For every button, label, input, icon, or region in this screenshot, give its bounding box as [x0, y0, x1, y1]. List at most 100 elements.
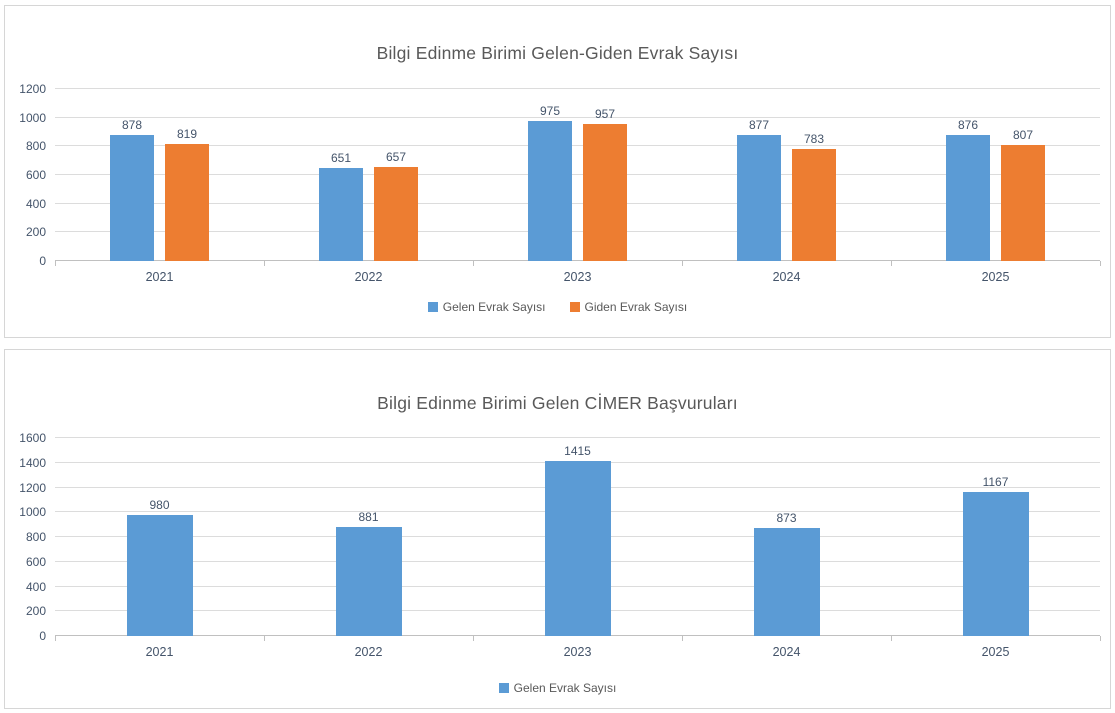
gridline-800: [55, 145, 1100, 147]
bar-chart-evrak: 0 200 400 600 800 1000 1200 878 819 651 657 975 957…: [5, 83, 1110, 314]
bar-2025: 807: [1001, 128, 1045, 261]
x-axis-tick: [264, 261, 265, 266]
bar-value-label: 957: [594, 106, 616, 121]
bar-group-2024: 873: [682, 438, 891, 636]
bar-group-2021: 878 819: [55, 89, 264, 261]
bar-value-label: 651: [330, 150, 352, 165]
gridline-1000: [55, 116, 1100, 118]
legend-item: Giden Evrak Sayısı: [569, 300, 688, 314]
bar-value-label: 876: [957, 118, 979, 133]
chart-card-evrak-sayisi: Bilgi Edinme Birimi Gelen-Giden Evrak Sa…: [4, 5, 1111, 338]
x-axis-tick: [55, 636, 56, 641]
bar-2024: 783: [792, 132, 836, 261]
x-axis-labels: 2021 2022 2023 2024 2025: [55, 645, 1100, 659]
x-category-label: 2021: [145, 645, 174, 659]
bar-group-2025: 1167: [891, 438, 1100, 636]
bar-2021: 878: [110, 118, 154, 261]
gridline-400: [55, 202, 1100, 204]
bar-groups: 980 881 1415 873 1167: [55, 438, 1100, 636]
y-tick-label: 200: [25, 225, 46, 240]
x-axis-labels: 2021 2022 2023 2024 2025: [55, 270, 1100, 284]
x-axis-tick: [682, 636, 683, 641]
bar-2021: 819: [165, 127, 209, 261]
chart-body: 0 200 400 600 800 1000 1200 878 819 651 657 975 957…: [5, 83, 1110, 284]
bar-group-2025: 876 807: [891, 89, 1100, 261]
x-axis-tick: [682, 261, 683, 266]
y-tick-label: 800: [25, 139, 46, 154]
x-axis-tick: [1100, 636, 1101, 641]
y-tick-label: 1600: [19, 431, 46, 445]
x-category-label: 2021: [145, 270, 174, 284]
x-axis-tick: [1100, 261, 1101, 266]
bar-2022: 657: [374, 150, 418, 261]
bar-group-2022: 881: [264, 438, 473, 636]
x-category-label: 2024: [772, 270, 801, 284]
bar-2022: 651: [319, 151, 363, 261]
plot-wrap: 980 881 1415 873 1167 2021 2022 2023 2024 2025: [55, 437, 1101, 659]
legend: Gelen Evrak Sayısı: [5, 681, 1110, 695]
bar-value-label: 819: [176, 126, 198, 141]
legend-label: Giden Evrak Sayısı: [584, 300, 688, 314]
y-tick-label: 600: [25, 554, 46, 569]
chart-title-evrak: Bilgi Edinme Birimi Gelen-Giden Evrak Sa…: [376, 43, 739, 63]
bar-value-label: 873: [776, 510, 797, 525]
bar-group-2023: 975 957: [473, 89, 682, 261]
y-axis: 0 200 400 600 800 1000 1200 1400 1600: [5, 432, 55, 642]
x-category-label: 2024: [772, 645, 801, 659]
chart-title-cimer: Bilgi Edinme Birimi Gelen CİMER Başvurul…: [377, 393, 738, 413]
y-tick-label: 1200: [19, 82, 46, 96]
bar-2023: 1415: [544, 444, 611, 636]
x-category-label: 2023: [563, 270, 592, 284]
x-axis-tick: [891, 636, 892, 641]
bar-2025: 1167: [962, 475, 1029, 636]
chart-body: 0 200 400 600 800 1000 1200 1400 1600 980 881 1415…: [5, 432, 1110, 659]
y-tick-label: 200: [25, 604, 46, 619]
plot-area: 878 819 651 657 975 957 877 783 876 807: [55, 88, 1101, 266]
bar-2024: 873: [753, 511, 820, 636]
bar-value-label: 980: [149, 497, 170, 512]
legend-swatch-icon: [498, 683, 509, 693]
bar-group-2021: 980: [55, 438, 264, 636]
y-tick-label: 0: [39, 254, 46, 268]
x-category-label: 2022: [354, 645, 383, 659]
bar-2023: 975: [528, 104, 572, 261]
y-tick-label: 400: [25, 196, 46, 211]
plot-wrap: 878 819 651 657 975 957 877 783 876 807 2021 2022 2…: [55, 88, 1101, 284]
x-category-label: 2025: [981, 645, 1010, 659]
y-tick-label: 0: [39, 629, 46, 643]
y-tick-label: 600: [25, 168, 46, 182]
y-tick-label: 1400: [19, 455, 46, 470]
gridline-600: [55, 174, 1100, 175]
y-axis: 0 200 400 600 800 1000 1200: [5, 83, 55, 267]
bar-value-label: 1167: [982, 474, 1009, 489]
y-tick-label: 800: [25, 530, 46, 544]
bar-2023: 957: [583, 107, 627, 261]
plot-area: 980 881 1415 873 1167: [55, 437, 1101, 641]
legend-item: Gelen Evrak Sayısı: [498, 681, 616, 695]
bar-groups: 878 819 651 657 975 957 877 783 876 807: [55, 89, 1100, 261]
legend-item: Gelen Evrak Sayısı: [427, 300, 546, 314]
x-axis-tick: [473, 636, 474, 641]
legend-swatch-icon: [427, 302, 438, 312]
bar-value-label: 807: [1012, 128, 1034, 143]
bar-2024: 877: [737, 118, 781, 261]
bar-2021: 980: [126, 498, 193, 636]
bar-value-label: 881: [358, 509, 379, 524]
legend-label: Gelen Evrak Sayısı: [442, 300, 546, 314]
bar-value-label: 783: [803, 131, 825, 146]
legend-swatch-icon: [569, 302, 580, 312]
legend: Gelen Evrak Sayısı Giden Evrak Sayısı: [5, 300, 1110, 314]
x-axis-tick: [891, 261, 892, 266]
y-tick-label: 1200: [19, 480, 46, 495]
bar-value-label: 657: [385, 149, 407, 164]
bar-group-2022: 651 657: [264, 89, 473, 261]
gridline-0: [55, 260, 1100, 261]
y-tick-label: 1000: [19, 505, 46, 520]
bar-2022: 881: [335, 510, 402, 636]
x-category-label: 2025: [981, 270, 1010, 284]
x-axis-tick: [55, 261, 56, 266]
bar-value-label: 975: [539, 104, 561, 119]
bar-2025: 876: [946, 118, 990, 261]
gridline-1600: [55, 437, 1100, 438]
y-tick-label: 400: [25, 579, 46, 594]
